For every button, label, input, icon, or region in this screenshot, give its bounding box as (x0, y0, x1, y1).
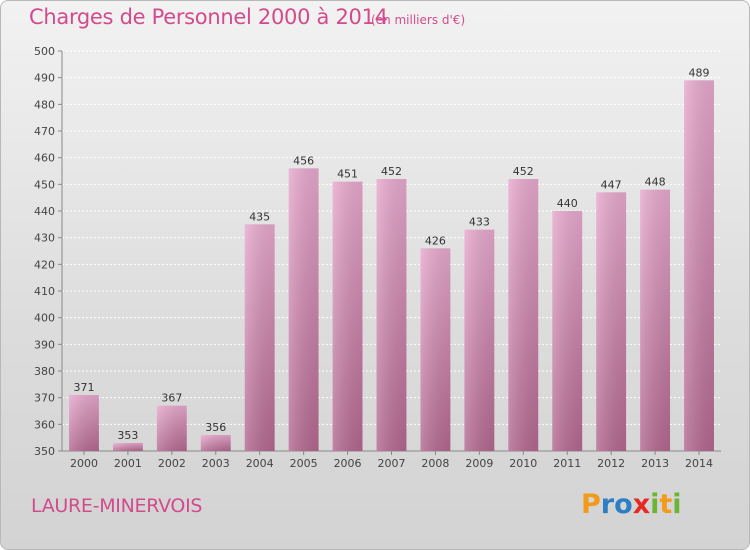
bar-shading (69, 395, 99, 451)
y-tick-label: 370 (34, 392, 55, 405)
bar-shading (684, 80, 714, 451)
bar-shading (596, 192, 627, 452)
bar-shading (464, 229, 495, 451)
bar-shading (156, 405, 187, 451)
x-axis: 2000 2001 2002 2003 2004 2005 2006 2007 2008 2009… (70, 451, 713, 470)
x-tick-label: 2001 (114, 457, 142, 470)
x-tick-label: 2014 (685, 457, 713, 470)
commune-name: LAURE-MINERVOIS (31, 495, 203, 517)
bar-value-label: 371 (73, 381, 94, 394)
y-tick-label: 400 (34, 312, 55, 325)
y-tick-label: 470 (34, 125, 55, 138)
logo-letter: i (672, 489, 682, 520)
x-tick-label: 2007 (378, 457, 406, 470)
y-tick-label: 450 (34, 178, 55, 191)
bar-shading (200, 435, 231, 451)
logo-letter: r (600, 489, 615, 520)
bar-value-label: 367 (161, 392, 182, 405)
x-tick-label: 2002 (158, 457, 186, 470)
bar-shading (640, 189, 671, 451)
y-tick-label: 420 (34, 258, 55, 271)
y-tick-label: 410 (34, 285, 55, 298)
bar-value-label: 435 (249, 210, 270, 223)
bar-value-label: 433 (469, 216, 490, 229)
bar-value-label: 448 (645, 176, 666, 189)
bars: 371 353 367 356 435 456 451 452 426 433 452 440 447 4… (69, 66, 714, 452)
bar-value-label: 353 (117, 429, 138, 442)
y-tick-label: 360 (34, 418, 55, 431)
logo-letter: o (614, 489, 633, 520)
bar-shading (552, 211, 583, 451)
x-tick-label: 2012 (597, 457, 625, 470)
y-tick-label: 350 (34, 445, 55, 458)
y-tick-label: 390 (34, 338, 55, 351)
bar-value-label: 489 (689, 66, 710, 79)
bar-value-label: 426 (425, 234, 446, 247)
y-tick-label: 500 (34, 45, 55, 58)
bar-shading (420, 248, 451, 451)
y-tick-label: 430 (34, 232, 55, 245)
bar-shading (508, 179, 539, 451)
x-tick-label: 2006 (334, 457, 362, 470)
logo-letter: x (632, 489, 651, 520)
bar-value-label: 456 (293, 154, 314, 167)
y-tick-label: 440 (34, 205, 55, 218)
chart-subtitle: (en milliers d'€) (371, 13, 466, 27)
proxiti-logo: Proxiti (581, 489, 682, 520)
y-tick-label: 460 (34, 152, 55, 165)
chart-title: Charges de Personnel 2000 à 2014 (29, 5, 388, 29)
x-tick-label: 2013 (641, 457, 669, 470)
bar-value-label: 447 (601, 178, 622, 191)
bar-shading (112, 443, 143, 451)
bar-value-label: 452 (513, 165, 534, 178)
logo-letter: P (581, 489, 601, 520)
x-tick-label: 2009 (465, 457, 493, 470)
x-tick-label: 2010 (509, 457, 537, 470)
logo-letter: i (650, 489, 660, 520)
logo-letter: t (659, 489, 673, 520)
bar-value-label: 451 (337, 168, 358, 181)
bar-value-label: 356 (205, 421, 226, 434)
bar-shading (244, 224, 275, 451)
bar-value-label: 440 (557, 197, 578, 210)
x-tick-label: 2005 (290, 457, 318, 470)
x-tick-label: 2000 (70, 457, 98, 470)
bar-shading (288, 168, 319, 452)
y-tick-label: 490 (34, 72, 55, 85)
x-tick-label: 2004 (246, 457, 274, 470)
y-tick-label: 480 (34, 98, 55, 111)
x-tick-label: 2003 (202, 457, 230, 470)
x-tick-label: 2011 (553, 457, 581, 470)
bar-shading (376, 179, 407, 451)
bar-shading (332, 181, 363, 451)
x-tick-label: 2008 (421, 457, 449, 470)
y-tick-label: 380 (34, 365, 55, 378)
bar-value-label: 452 (381, 165, 402, 178)
